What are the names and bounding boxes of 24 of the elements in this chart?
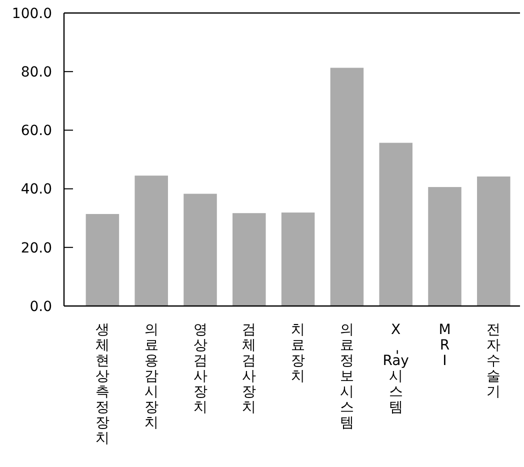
bar bbox=[330, 68, 364, 306]
y-tick-label: 20.0 bbox=[20, 240, 52, 256]
bar bbox=[86, 214, 120, 306]
y-tick-label: 60.0 bbox=[20, 123, 52, 140]
x-tick-label: MRI bbox=[438, 322, 451, 369]
y-tick-label: 80.0 bbox=[20, 64, 52, 80]
bar bbox=[134, 176, 168, 306]
bar bbox=[184, 194, 217, 306]
y-tick-label: 0.0 bbox=[30, 298, 52, 315]
x-tick-label: 전자수술기 bbox=[486, 322, 501, 400]
x-tick-label: 치료장치 bbox=[291, 322, 306, 384]
x-tick-label: 검체검사장치 bbox=[242, 322, 256, 416]
bar bbox=[477, 176, 510, 306]
x-tick-label: X-Ray시스템 bbox=[382, 322, 409, 416]
y-tick-label: 100.0 bbox=[12, 6, 52, 22]
bar bbox=[428, 187, 462, 306]
bar bbox=[379, 142, 412, 306]
x-tick-label: 영상검사장치 bbox=[193, 322, 208, 416]
x-tick-label: 생체현상측정장치 bbox=[95, 322, 110, 446]
x-tick-label: 의료용감시장치 bbox=[144, 322, 158, 431]
x-tick-label: 의료정보시스템 bbox=[340, 322, 354, 431]
y-tick-label: 40.0 bbox=[20, 182, 52, 198]
bar bbox=[232, 213, 266, 306]
bar bbox=[281, 212, 315, 306]
